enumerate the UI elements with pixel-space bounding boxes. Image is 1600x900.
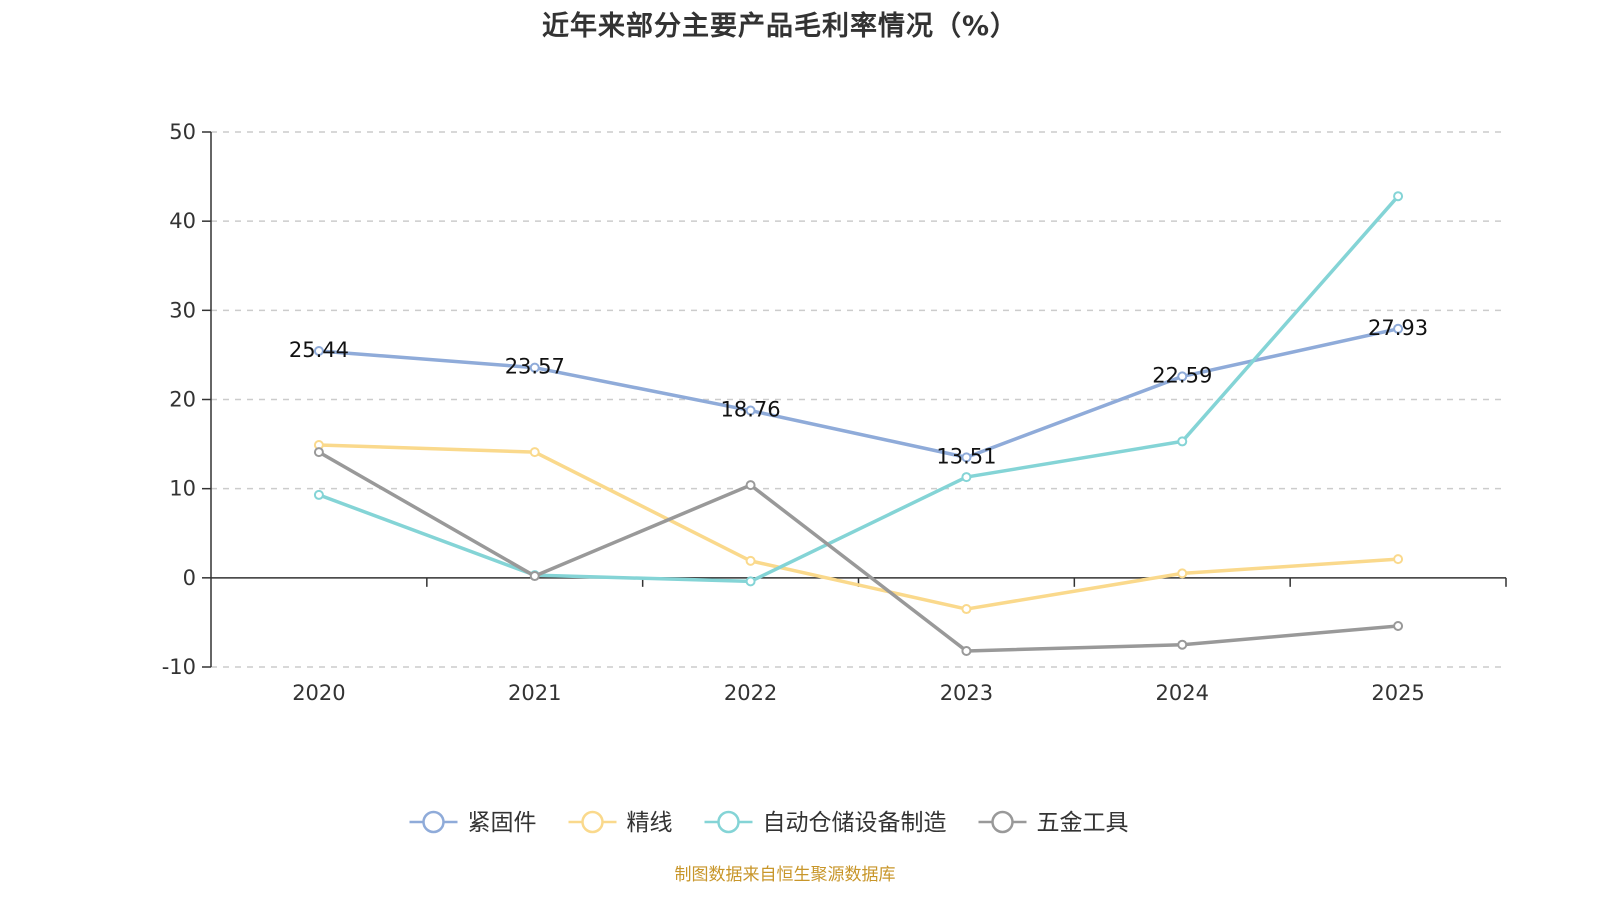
legend-item-1[interactable]: 紧固件 [409,810,537,836]
data-label: 23.57 [505,355,565,379]
y-tick-label: -10 [162,655,196,679]
legend-marker [422,810,445,834]
x-tick-label: 2025 [1371,681,1424,705]
source-note: 制图数据来自恒生聚源数据库 [674,865,896,885]
legend-label: 自动仓储设备制造 [763,810,947,836]
data-point[interactable] [961,604,972,615]
x-tick-label: 2022 [724,681,777,705]
legend-label: 紧固件 [468,810,537,836]
x-tick-label: 2024 [1156,681,1209,705]
legend-label: 精线 [627,810,673,836]
y-tick-label: 40 [169,209,196,233]
legend-marker [991,810,1014,834]
series-line-4 [318,450,1399,653]
data-point[interactable] [313,447,324,458]
x-tick-label: 2021 [508,681,561,705]
data-point[interactable] [745,576,756,587]
data-label: 18.76 [721,398,781,422]
data-point[interactable] [1393,554,1404,565]
x-tick-label: 2020 [292,681,345,705]
legend-label: 五金工具 [1037,810,1129,836]
data-point[interactable] [961,452,972,463]
legend-item-2[interactable]: 精线 [568,810,673,836]
y-tick-label: 10 [169,477,196,501]
y-tick-label: 20 [169,388,196,412]
y-tick-label: 50 [169,120,196,144]
data-point[interactable] [1177,436,1188,447]
data-point[interactable] [745,480,756,491]
data-point[interactable] [1177,639,1188,650]
axis-layer: -10 0 10 20 30 40 50 2020 2021 2022 2023 2024 2025 [162,120,1507,705]
data-point[interactable] [961,645,972,656]
legend-marker [717,810,740,834]
data-label: 25.44 [289,338,349,362]
data-point[interactable] [529,447,540,458]
data-point[interactable] [745,555,756,566]
data-point[interactable] [1393,323,1404,334]
data-label: 22.59 [1152,363,1212,387]
data-point[interactable] [1393,191,1404,202]
data-point[interactable] [529,571,540,582]
series-layer [313,191,1404,656]
data-point[interactable] [313,489,324,500]
data-point[interactable] [529,362,540,373]
y-tick-label: 0 [183,566,196,590]
legend-item-3[interactable]: 自动仓储设备制造 [704,810,947,836]
series-line-1 [318,327,1399,460]
data-label: 27.93 [1368,316,1428,340]
chart-title: 近年来部分主要产品毛利率情况（%） [541,11,1019,42]
data-point[interactable] [1393,620,1404,631]
data-point[interactable] [1177,371,1188,382]
series-line-2 [318,443,1399,611]
data-point[interactable] [745,405,756,416]
x-tick-label: 2023 [940,681,993,705]
data-point[interactable] [961,472,972,483]
legend-item-4[interactable]: 五金工具 [978,810,1129,836]
legend: 紧固件 精线 自动仓储设备制造 五金工具 [409,810,1129,836]
data-point[interactable] [313,345,324,356]
data-point[interactable] [1177,568,1188,579]
legend-marker [581,810,604,834]
data-label: 13.51 [936,444,996,468]
series-line-3 [318,195,1400,584]
data-label-layer: 25.44 23.57 18.76 13.51 22.59 27.93 [289,316,1428,469]
y-tick-label: 30 [169,298,196,322]
